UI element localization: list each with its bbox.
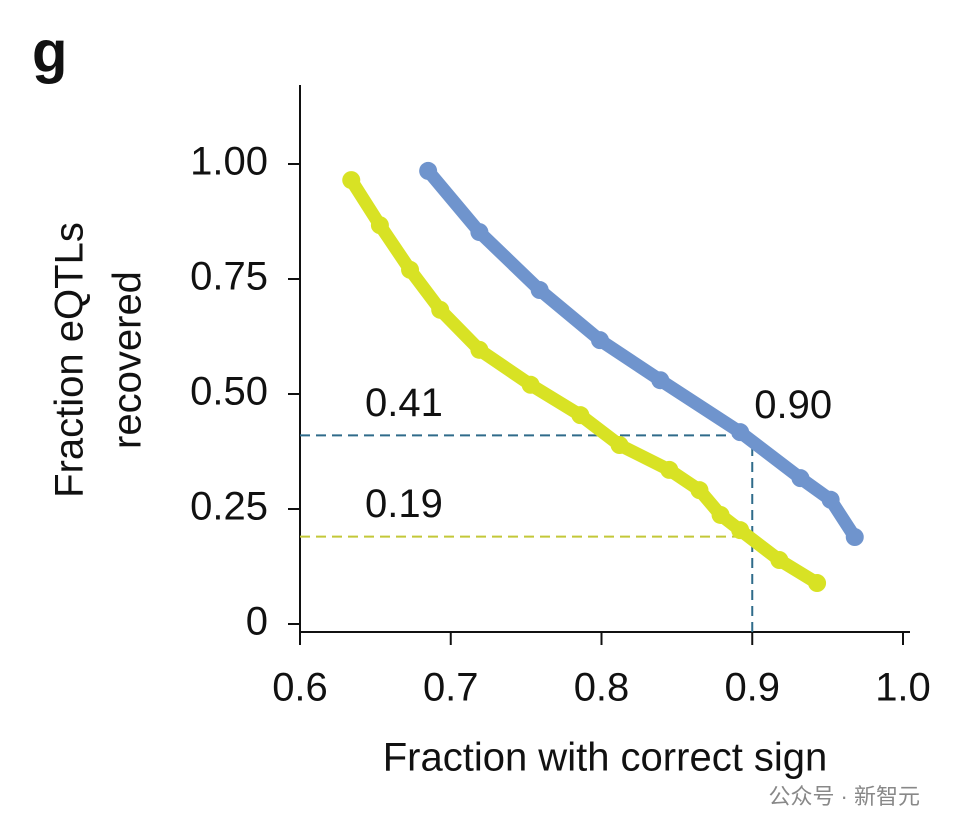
point: [731, 423, 750, 442]
point: [660, 460, 679, 479]
x-tick-label: 0.8: [574, 666, 630, 710]
point: [651, 371, 670, 390]
point: [470, 340, 489, 359]
reference-label: 0.90: [754, 383, 832, 427]
point: [370, 216, 389, 235]
point: [419, 161, 438, 180]
y-tick-label: 0.75: [190, 255, 268, 299]
panel-label: g: [32, 19, 67, 84]
y-tick-label: 0.25: [190, 485, 268, 529]
watermark: 公众号 · 新智元: [768, 784, 920, 809]
point: [521, 375, 540, 394]
x-tick-label: 1.0: [875, 666, 931, 710]
x-tick-label: 0.9: [724, 666, 780, 710]
reference-label: 0.41: [365, 381, 443, 425]
x-tick-label: 0.6: [272, 666, 328, 710]
point: [791, 469, 810, 488]
reference-label: 0.19: [365, 482, 443, 526]
y-axis-label: recovered: [106, 271, 150, 449]
y-tick-label: 0.50: [190, 370, 268, 414]
point: [770, 551, 789, 570]
point: [731, 521, 750, 540]
point: [690, 481, 709, 500]
point: [571, 406, 590, 425]
y-tick-label: 1.00: [190, 140, 268, 184]
y-axis-label: Fraction eQTLs: [48, 222, 92, 498]
point: [431, 300, 450, 319]
point: [610, 436, 629, 455]
point: [711, 505, 730, 524]
point: [401, 260, 420, 279]
point: [590, 331, 609, 350]
point: [821, 490, 840, 509]
point: [470, 223, 489, 242]
point: [342, 171, 361, 190]
y-tick-label: 0: [246, 600, 268, 644]
point: [845, 528, 864, 547]
point: [808, 574, 827, 593]
point: [530, 281, 549, 300]
x-tick-label: 0.7: [423, 666, 479, 710]
x-axis-label: Fraction with correct sign: [383, 736, 828, 780]
